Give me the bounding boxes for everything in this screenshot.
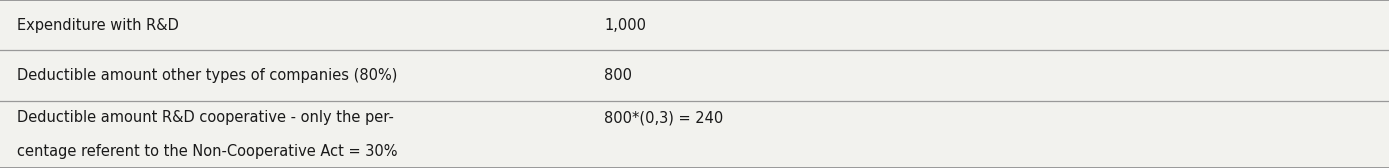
Text: 1,000: 1,000	[604, 18, 646, 33]
Text: 800*(0,3) = 240: 800*(0,3) = 240	[604, 110, 724, 125]
Text: centage referent to the Non-Cooperative Act = 30%: centage referent to the Non-Cooperative …	[17, 144, 397, 159]
Text: Deductible amount other types of companies (80%): Deductible amount other types of compani…	[17, 68, 397, 83]
Text: Deductible amount R&D cooperative - only the per-: Deductible amount R&D cooperative - only…	[17, 110, 393, 125]
Text: 800: 800	[604, 68, 632, 83]
Text: Expenditure with R&D: Expenditure with R&D	[17, 18, 179, 33]
